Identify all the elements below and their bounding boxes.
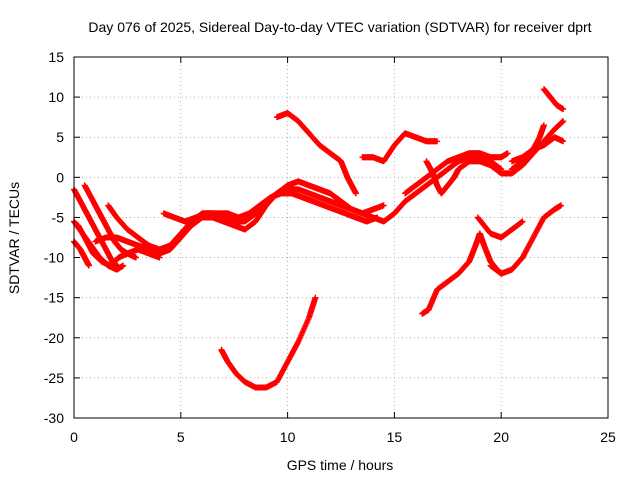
series-arc8 [160,190,381,225]
y-tick-label: -15 [44,290,64,306]
y-axis-label: SDTVAR / TECUs [6,182,22,294]
y-tick-label: -25 [44,370,64,386]
y-tick-label: 5 [56,129,64,145]
series-arc11 [402,150,511,197]
series-arc16 [218,294,319,391]
series-arc10 [359,130,441,165]
plot-frame [73,56,609,419]
series-arc6 [105,154,505,253]
y-tick-label: -20 [44,330,64,346]
data-point-marker [519,218,526,225]
y-tick-label: 0 [56,169,64,185]
data-point-marker [294,340,301,347]
data-series [71,86,567,391]
data-point-marker [560,106,567,113]
series-arc14 [508,134,567,165]
series-arc4 [75,222,163,269]
data-point-marker [560,138,567,145]
x-tick-label: 0 [70,429,78,445]
series-arc9 [273,110,359,197]
x-tick-label: 20 [493,429,509,445]
data-point-marker [352,190,359,197]
data-point-marker [558,202,565,209]
data-point-marker [380,202,387,209]
y-tick-label: -5 [52,209,65,225]
data-point-marker [120,262,127,269]
y-tick-label: -10 [44,250,64,266]
data-point-marker [434,138,441,145]
data-point-marker [504,150,511,157]
series-arc12 [423,118,567,197]
x-tick-label: 25 [600,429,616,445]
x-tick-label: 10 [280,429,296,445]
series-arc17 [419,230,505,317]
data-point-marker [540,122,547,129]
x-axis-label: GPS time / hours [287,457,394,473]
data-point-marker [560,118,567,125]
series-arc15 [540,86,567,113]
series-arc7 [92,178,387,257]
data-point-marker [312,294,319,301]
y-tick-label: 10 [48,89,64,105]
x-tick-label: 15 [387,429,403,445]
data-point-marker [374,214,381,221]
data-point-marker [132,254,139,261]
y-tick-label: 15 [48,49,64,65]
chart-title: Day 076 of 2025, Sidereal Day-to-day VTE… [88,19,591,35]
series-arc19 [487,202,565,277]
data-point-marker [85,262,92,269]
series-arc18 [474,214,526,241]
grid [74,57,608,418]
x-tick-label: 5 [177,429,185,445]
axis-ticks: 0 5 10 15 20 25 -30 -25 -20 -15 -10 -5 0 5 10 15 [44,49,616,445]
y-tick-label: -30 [44,410,64,426]
